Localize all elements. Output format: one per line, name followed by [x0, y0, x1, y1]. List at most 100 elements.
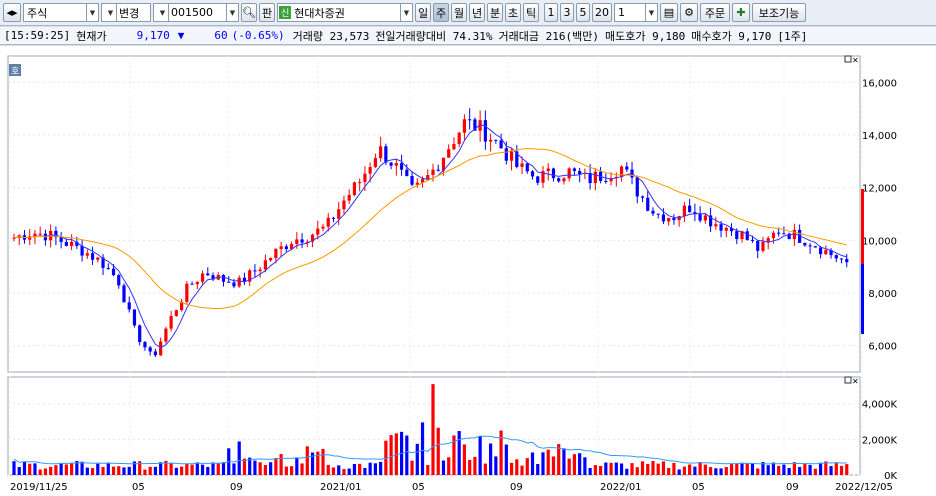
- nav-arrows-icon[interactable]: ◂▸: [3, 3, 21, 22]
- volume-bar: [557, 444, 561, 475]
- interval-5-button[interactable]: 5: [576, 3, 590, 22]
- close-icon[interactable]: ✕: [852, 56, 859, 65]
- candle-body: [588, 173, 592, 184]
- maximize-icon[interactable]: [844, 376, 852, 384]
- volume-bar: [326, 464, 330, 475]
- candle-body: [75, 241, 79, 246]
- volume-bar: [237, 441, 241, 475]
- candle-body: [729, 227, 734, 232]
- candle-body: [745, 231, 749, 240]
- period-week-button[interactable]: 주: [433, 3, 449, 22]
- volume-bar: [216, 462, 220, 475]
- candle-body: [337, 209, 341, 219]
- interval-1-button[interactable]: 1: [544, 3, 558, 22]
- candle-body: [515, 151, 519, 167]
- gear-icon[interactable]: ⚙: [680, 3, 698, 22]
- period-minute-button[interactable]: 분: [487, 3, 503, 22]
- time-tick-label: 09: [230, 482, 243, 493]
- candle-body: [651, 210, 655, 214]
- candle-body: [703, 215, 707, 221]
- volume-bar: [724, 467, 728, 475]
- candle-body: [808, 245, 812, 247]
- candle-body: [478, 120, 482, 131]
- chart-area[interactable]: 16,000 14,000 12,000 10,000 8,000 6,000 4,000K…: [0, 46, 936, 496]
- time-tick-label: 05: [132, 482, 145, 493]
- chevron-down-icon[interactable]: ▼: [226, 4, 238, 21]
- company-select[interactable]: 신 현대차증권 ▼: [277, 3, 413, 22]
- period-day-button[interactable]: 일: [415, 3, 431, 22]
- volume-bar: [782, 464, 786, 475]
- candle-body: [64, 241, 68, 246]
- pan-button[interactable]: 판: [259, 3, 275, 22]
- period-year-button[interactable]: 년: [469, 3, 485, 22]
- volume-bar: [90, 468, 95, 475]
- volume-bar: [630, 463, 634, 475]
- chevron-down-icon[interactable]: ▼: [86, 4, 98, 21]
- candle-body: [206, 273, 210, 276]
- candle-body: [237, 277, 241, 287]
- chevron-down-icon[interactable]: ▼: [400, 4, 412, 21]
- interval-3-button[interactable]: 3: [560, 3, 574, 22]
- volume-bar: [211, 462, 215, 475]
- market-select[interactable]: 주식 ▼: [23, 3, 99, 22]
- candle-body: [787, 233, 791, 240]
- volume-bar: [640, 461, 645, 475]
- chart-badge-icon[interactable]: [9, 64, 21, 76]
- volume-bar: [562, 448, 566, 475]
- save-icon[interactable]: ▤: [660, 3, 678, 22]
- candle-body: [159, 341, 163, 356]
- count-select[interactable]: 1 ▼: [614, 3, 658, 22]
- add-icon[interactable]: ✚: [732, 3, 750, 22]
- candle-body: [289, 243, 294, 250]
- aux-function-button[interactable]: 보조기능: [752, 3, 806, 22]
- search-icon[interactable]: 🔍︎: [241, 3, 257, 22]
- candle-body: [368, 167, 372, 174]
- order-button[interactable]: 주문: [700, 3, 730, 22]
- volume-bar: [839, 465, 844, 475]
- candle-body: [384, 146, 388, 163]
- volume-bar: [59, 462, 63, 475]
- price-pane[interactable]: [7, 55, 861, 373]
- candle-body: [771, 232, 776, 239]
- volume-bar: [80, 461, 84, 475]
- change-select[interactable]: ▼ 변경: [101, 3, 151, 22]
- bid-price: 매수호가 9,170: [691, 29, 772, 43]
- maximize-icon[interactable]: [844, 55, 852, 63]
- volume-bar: [269, 462, 273, 475]
- stock-code-input[interactable]: ▼ 001500 ▼: [153, 3, 239, 22]
- volume-bar: [803, 463, 807, 475]
- volume-bar: [143, 469, 147, 475]
- time-tick-label: 2021/01: [320, 482, 362, 493]
- volume-bar: [677, 469, 681, 475]
- candle-body: [169, 315, 173, 329]
- volume-bar: [180, 466, 184, 475]
- candle-body: [352, 182, 357, 196]
- volume-bar: [415, 443, 419, 475]
- volume-bar: [441, 460, 446, 475]
- candle-body: [38, 233, 42, 235]
- chevron-down-icon[interactable]: ▼: [157, 4, 169, 21]
- candle-body: [724, 227, 728, 231]
- period-second-button[interactable]: 초: [505, 3, 521, 22]
- volume-bar: [410, 460, 414, 475]
- close-icon[interactable]: ✕: [852, 377, 859, 386]
- candle-body: [394, 163, 398, 166]
- period-month-button[interactable]: 월: [451, 3, 467, 22]
- candle-body: [499, 140, 503, 149]
- candle-body: [342, 200, 346, 210]
- volume-bar: [122, 467, 126, 475]
- volume-bar: [593, 465, 597, 475]
- volume-bar: [153, 466, 158, 475]
- candle-body: [174, 310, 178, 316]
- volume-bar: [33, 463, 37, 475]
- period-tick-button[interactable]: 틱: [523, 3, 539, 22]
- chevron-down-icon[interactable]: ▼: [105, 4, 117, 21]
- chevron-down-icon[interactable]: ▼: [645, 4, 657, 21]
- candle-body: [138, 325, 142, 343]
- chart-svg[interactable]: 16,000 14,000 12,000 10,000 8,000 6,000 4,000K…: [0, 46, 936, 496]
- time-tick-label: 05: [412, 482, 425, 493]
- volume-bar: [708, 467, 713, 475]
- candle-body: [447, 149, 451, 158]
- volume-bar: [609, 462, 613, 475]
- interval-20-button[interactable]: 20: [592, 3, 612, 22]
